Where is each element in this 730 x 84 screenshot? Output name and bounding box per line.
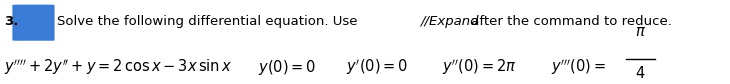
Text: 3.: 3. bbox=[4, 15, 18, 28]
Text: $4$: $4$ bbox=[635, 65, 645, 81]
FancyBboxPatch shape bbox=[12, 5, 55, 41]
Text: after the command to reduce.: after the command to reduce. bbox=[467, 15, 672, 28]
Text: $y'''' + 2y'' + y = 2\,\cos x - 3x\,\sin x$: $y'''' + 2y'' + y = 2\,\cos x - 3x\,\sin… bbox=[4, 58, 232, 77]
Text: Solve the following differential equation. Use: Solve the following differential equatio… bbox=[57, 15, 361, 28]
Text: //Expand: //Expand bbox=[420, 15, 479, 28]
Text: $y''(0) = 2\pi$: $y''(0) = 2\pi$ bbox=[442, 58, 518, 77]
Text: $y(0) = 0$: $y(0) = 0$ bbox=[258, 58, 316, 77]
Text: $y'''(0) =$: $y'''(0) =$ bbox=[551, 58, 606, 77]
Text: $\pi$: $\pi$ bbox=[635, 24, 646, 39]
Text: $y'(0) = 0$: $y'(0) = 0$ bbox=[345, 58, 407, 77]
